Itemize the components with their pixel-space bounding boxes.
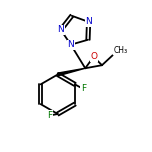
Text: F: F — [81, 84, 86, 93]
Text: N: N — [57, 25, 64, 34]
Text: CH₃: CH₃ — [113, 46, 128, 55]
Text: N: N — [85, 17, 92, 26]
Polygon shape — [57, 68, 85, 76]
Text: O: O — [90, 52, 97, 61]
Text: F: F — [47, 111, 52, 120]
Text: N: N — [67, 40, 74, 49]
